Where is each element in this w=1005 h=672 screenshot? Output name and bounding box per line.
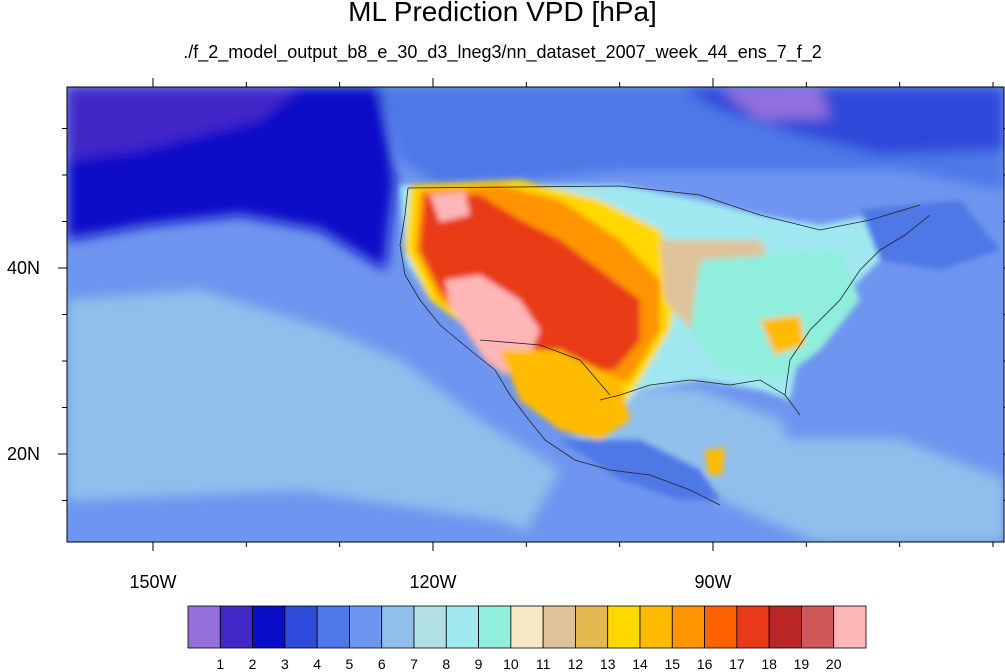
colorbar-label: 13 bbox=[600, 656, 616, 672]
colorbar-label: 8 bbox=[442, 656, 450, 672]
colorbar-label: 14 bbox=[632, 656, 648, 672]
lon-tick-label: 120W bbox=[409, 572, 456, 592]
field-lightblue-south bbox=[67, 290, 560, 542]
field-mid-south bbox=[67, 490, 560, 542]
field-mexico-blue-coast bbox=[560, 440, 720, 500]
colorbar-swatch bbox=[542, 605, 576, 649]
colorbar-swatch bbox=[187, 605, 221, 649]
colorbar-label: 3 bbox=[281, 656, 289, 672]
map-title: ML Prediction VPD [hPa] bbox=[348, 0, 657, 27]
lat-tick-label: 40N bbox=[7, 258, 40, 278]
mexico-border bbox=[479, 339, 611, 396]
colorbar-swatch bbox=[445, 605, 479, 649]
colorbar: 1 2 3 4 5 6 7 8 9 10 11 12 13 14 15 16 17 18 19 20 bbox=[187, 605, 867, 672]
colorbar-label: 19 bbox=[794, 656, 810, 672]
colorbar-label: 15 bbox=[664, 656, 680, 672]
colorbar-swatch bbox=[575, 605, 609, 649]
colorbar-label: 10 bbox=[503, 656, 519, 672]
colorbar-swatch bbox=[671, 605, 705, 649]
colorbar-label: 5 bbox=[346, 656, 354, 672]
colorbar-swatch bbox=[639, 605, 673, 649]
colorbar-swatch bbox=[704, 605, 738, 649]
canada-border bbox=[407, 185, 921, 231]
colorbar-swatch bbox=[510, 605, 544, 649]
colorbar-label: 20 bbox=[826, 656, 842, 672]
colorbar-swatch bbox=[219, 605, 253, 649]
field-purple-pacific bbox=[67, 87, 300, 160]
field-ne-blue bbox=[860, 200, 1000, 270]
map-subtitle: ./f_2_model_output_b8_e_30_d3_lneg3/nn_d… bbox=[183, 42, 822, 62]
colorbar-label: 1 bbox=[216, 656, 224, 672]
colorbar-swatch bbox=[801, 605, 835, 649]
lon-tick-label: 90W bbox=[694, 572, 731, 592]
colorbar-label: 11 bbox=[536, 656, 551, 672]
colorbar-label: 17 bbox=[729, 656, 745, 672]
field-nw-pink bbox=[430, 192, 470, 222]
colorbar-label: 7 bbox=[410, 656, 418, 672]
colorbar-swatch bbox=[316, 605, 350, 649]
colorbar-label: 2 bbox=[249, 656, 257, 672]
lon-axis: 150W 120W 90W bbox=[129, 78, 994, 592]
colorbar-swatch bbox=[349, 605, 383, 649]
lon-tick-label: 150W bbox=[129, 572, 176, 592]
west-coastline bbox=[399, 187, 721, 506]
colorbar-swatch bbox=[252, 605, 286, 649]
colorbar-swatch bbox=[478, 605, 512, 649]
east-coastline bbox=[784, 214, 931, 396]
field-east-spot bbox=[760, 315, 805, 355]
colorbar-label: 18 bbox=[761, 656, 777, 672]
coastlines bbox=[399, 185, 931, 506]
field-hudson-purple bbox=[720, 88, 830, 120]
field-west-red bbox=[420, 195, 640, 370]
colorbar-label: 6 bbox=[378, 656, 386, 672]
colorbar-swatch bbox=[381, 605, 415, 649]
lat-tick-label: 20N bbox=[7, 444, 40, 464]
colorbar-swatch bbox=[413, 605, 447, 649]
field-caribbean-light bbox=[700, 440, 1004, 542]
colorbar-label: 4 bbox=[313, 656, 321, 672]
field-mexico-orange bbox=[500, 350, 630, 440]
gulf-coastline bbox=[599, 379, 801, 416]
lat-axis: 40N 20N bbox=[7, 128, 1005, 501]
field-yucatan-spot bbox=[705, 448, 725, 475]
colorbar-label: 9 bbox=[475, 656, 483, 672]
colorbar-label: 16 bbox=[697, 656, 713, 672]
colorbar-swatch bbox=[736, 605, 770, 649]
colorbar-swatch bbox=[284, 605, 318, 649]
colorbar-swatch bbox=[768, 605, 802, 649]
colorbar-label: 12 bbox=[568, 656, 584, 672]
colorbar-swatch bbox=[833, 605, 867, 649]
colorbar-swatch bbox=[607, 605, 641, 649]
vpd-field bbox=[67, 87, 1004, 542]
field-east-cyan bbox=[690, 250, 860, 380]
